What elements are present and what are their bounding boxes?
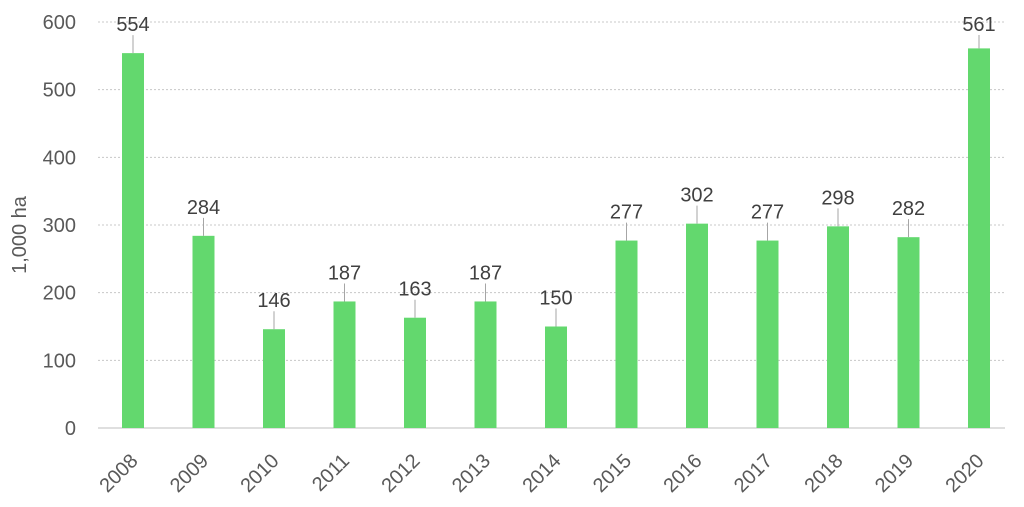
y-tick-label: 100 [43,350,76,372]
y-tick-label: 400 [43,147,76,169]
gridlines [98,21,1005,361]
data-label: 561 [962,14,995,36]
bar [122,53,144,428]
x-tick-label: 2013 [448,450,495,497]
x-tick-label: 2014 [519,450,566,497]
bar [263,329,285,428]
y-tick-label: 300 [43,215,76,237]
x-tick-label: 2012 [378,450,425,497]
data-label: 150 [539,288,572,310]
data-label: 554 [116,14,149,36]
bar [827,226,849,428]
x-tick-label: 2017 [730,450,777,497]
y-tick-label: 200 [43,283,76,305]
x-tick-label: 2019 [871,450,918,497]
x-axis-ticks: 2008 2009 2010 2011 2012 2013 2014 2015 2016 2017… [96,450,989,497]
bar [897,237,920,428]
bar [333,301,356,428]
x-tick-label: 2009 [166,450,213,497]
data-label: 187 [328,262,361,284]
x-tick-label: 2020 [942,450,989,497]
x-tick-label: 2015 [589,450,636,497]
x-tick-label: 2011 [308,450,354,496]
data-label: 146 [257,290,290,312]
x-tick-label: 2008 [96,450,143,497]
bars [122,48,990,428]
data-label: 277 [751,202,784,224]
data-label: 298 [821,187,854,209]
bar [968,48,990,428]
bar [756,240,779,428]
y-tick-label: 600 [43,12,76,34]
x-tick-label: 2010 [237,450,284,497]
y-axis-label: 1,000 ha [9,195,31,274]
data-label: 282 [892,198,925,220]
x-tick-label: 2016 [660,450,707,497]
x-tick-label: 2018 [801,450,848,497]
y-axis-ticks: 0 100 200 300 400 500 600 [43,12,76,440]
data-label: 187 [469,262,502,284]
bar [474,301,497,428]
data-label: 284 [187,197,220,219]
bar [615,240,638,428]
data-label: 277 [610,202,643,224]
bar [192,235,215,428]
y-tick-label: 0 [65,418,76,440]
leader-lines [132,35,980,330]
data-labels: 554 284 146 187 163 187 150 277 302 277 298 282 561 [116,14,995,312]
y-tick-label: 500 [43,80,76,102]
data-label: 163 [398,279,431,301]
bar [404,317,426,428]
bar [545,326,567,428]
data-label: 302 [680,185,713,207]
bar [686,223,708,428]
